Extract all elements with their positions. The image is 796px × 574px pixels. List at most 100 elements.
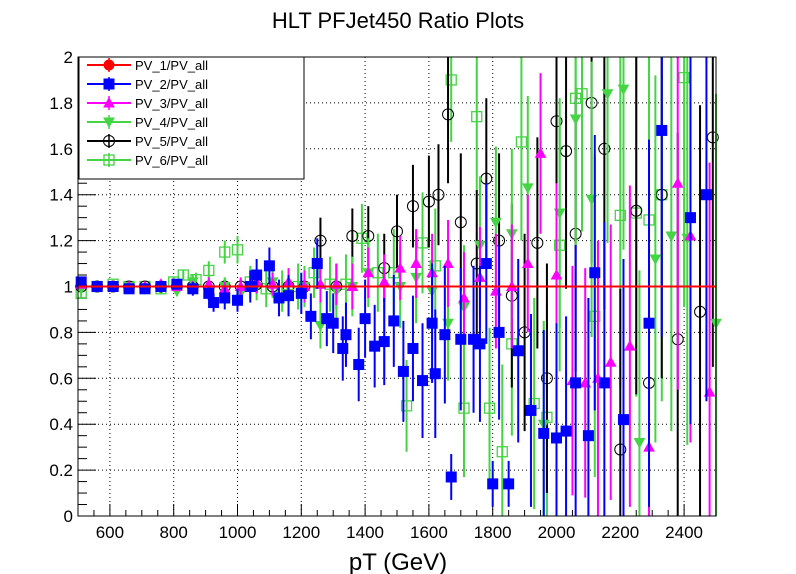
- data-point: [560, 425, 572, 437]
- data-point: [649, 254, 662, 265]
- data-point: [496, 446, 508, 458]
- legend-marker: [103, 117, 115, 129]
- x-tick-label: 2200: [601, 523, 639, 542]
- data-point: [123, 283, 135, 295]
- data-point: [540, 372, 553, 385]
- data-point: [550, 268, 563, 280]
- data-point: [521, 183, 534, 194]
- data-point: [678, 72, 690, 84]
- data-point: [617, 84, 630, 96]
- x-tick-label: 1600: [410, 523, 448, 542]
- data-point: [551, 432, 562, 444]
- data-point: [346, 230, 359, 243]
- data-point: [576, 88, 588, 100]
- data-point: [534, 147, 547, 158]
- data-point: [203, 287, 215, 299]
- data-point: [633, 438, 646, 449]
- data-point: [372, 267, 384, 279]
- data-point: [231, 244, 244, 256]
- data-point: [219, 246, 231, 258]
- data-point: [273, 292, 285, 304]
- legend-marker: [103, 96, 115, 108]
- data-point: [394, 262, 407, 273]
- data-point: [503, 478, 515, 490]
- y-tick-label: 0: [64, 507, 73, 526]
- data-point: [550, 115, 563, 128]
- data-point: [601, 89, 614, 100]
- data-point: [406, 200, 419, 213]
- y-tick-label: 0.4: [49, 415, 73, 434]
- data-point: [454, 216, 467, 229]
- data-point: [439, 329, 451, 341]
- data-point: [455, 333, 467, 345]
- data-point: [487, 478, 499, 490]
- data-point: [388, 315, 400, 327]
- legend-label: PV_6/PV_all: [135, 153, 208, 168]
- data-point: [483, 402, 496, 414]
- y-tick-label: 1.8: [49, 94, 73, 113]
- data-point: [512, 345, 524, 357]
- legend-box: [78, 56, 305, 180]
- data-point: [311, 258, 323, 270]
- x-axis-ticks: 600 800 1000 1200 1400 1600 1800 2000 2200 2400: [77, 504, 717, 542]
- data-point: [445, 74, 457, 86]
- data-point: [426, 317, 438, 329]
- data-point: [442, 257, 454, 269]
- data-point: [378, 336, 390, 348]
- data-point: [538, 427, 550, 439]
- data-point: [416, 237, 429, 249]
- data-point: [177, 269, 189, 281]
- data-point: [263, 260, 275, 272]
- data-point: [359, 313, 371, 325]
- series-2: [75, 57, 712, 516]
- data-point: [232, 294, 243, 306]
- legend-marker: [103, 59, 115, 71]
- data-point: [139, 283, 151, 295]
- data-point: [490, 217, 502, 229]
- data-point: [656, 124, 668, 136]
- data-point: [432, 188, 445, 201]
- data-point: [570, 377, 582, 389]
- y-tick-label: 1.4: [49, 186, 73, 205]
- legend: PV_1/PV_all PV_2/PV_all PV_3/PV_all PV_4/PV…: [78, 56, 305, 180]
- legend-label: PV_1/PV_all: [135, 58, 208, 73]
- data-point: [337, 342, 349, 354]
- data-point: [219, 292, 231, 304]
- data-point: [614, 209, 626, 222]
- y-tick-label: 0.2: [49, 461, 73, 480]
- data-point: [493, 326, 505, 338]
- data-point: [665, 231, 678, 243]
- legend-label: PV_2/PV_all: [135, 77, 208, 92]
- x-axis-label: pT (GeV): [349, 549, 447, 574]
- data-point: [208, 297, 220, 309]
- legend-marker: [103, 135, 115, 147]
- legend-marker: [103, 154, 115, 166]
- legend-marker: [103, 78, 115, 90]
- data-point: [480, 258, 492, 270]
- y-tick-label: 2: [64, 48, 73, 67]
- chart-title: HLT PFJet450 Ratio Plots: [272, 8, 524, 33]
- data-point: [458, 402, 470, 414]
- data-point: [589, 267, 601, 279]
- data-point: [614, 443, 627, 456]
- data-point: [525, 404, 537, 416]
- data-point: [598, 377, 610, 389]
- data-point: [391, 225, 403, 238]
- data-point: [598, 142, 611, 155]
- data-point: [569, 114, 582, 125]
- data-point: [521, 257, 534, 269]
- data-point: [305, 310, 317, 322]
- data-point: [442, 108, 455, 121]
- x-tick-label: 1400: [346, 523, 384, 542]
- data-point: [407, 342, 419, 354]
- data-point: [445, 471, 457, 483]
- data-point: [260, 283, 272, 295]
- data-point: [624, 340, 636, 351]
- y-tick-label: 0.6: [49, 369, 73, 388]
- data-point: [617, 414, 629, 426]
- data-point: [187, 283, 199, 295]
- data-point: [283, 290, 295, 302]
- data-point: [684, 212, 696, 224]
